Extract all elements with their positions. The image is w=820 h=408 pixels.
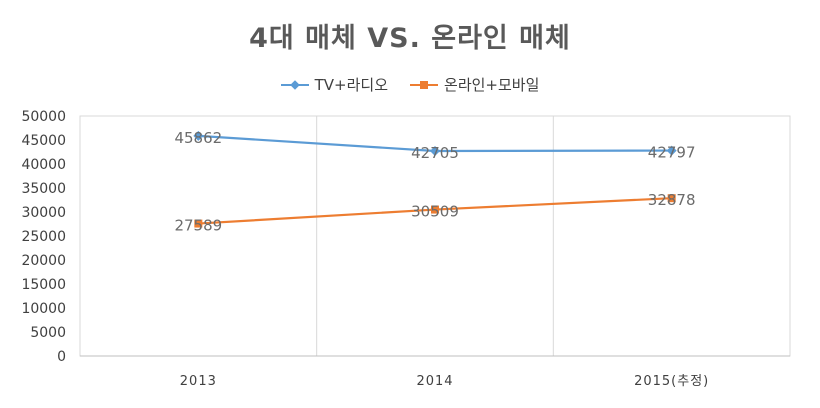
legend-swatch-square-icon: [410, 79, 439, 91]
data-label: 30509: [411, 203, 459, 221]
data-label: 42797: [648, 144, 696, 162]
data-label: 42705: [411, 144, 459, 162]
legend-label-tv-radio: TV+라디오: [314, 76, 389, 94]
data-point-square: [194, 219, 203, 228]
y-tick-label: 25000: [21, 229, 66, 245]
y-tick-label: 45000: [21, 133, 66, 149]
y-tick-label: 5000: [30, 325, 66, 341]
data-point-square: [667, 194, 676, 203]
y-tick-label: 0: [57, 349, 66, 365]
y-tick-label: 30000: [21, 205, 66, 221]
y-tick-label: 40000: [21, 157, 66, 173]
legend-label-online-mobile: 온라인+모바일: [444, 76, 540, 94]
data-point-square: [431, 205, 439, 214]
data-label: 32878: [648, 191, 696, 209]
chart-title: 4대 매체 VS. 온라인 매체: [249, 23, 571, 54]
x-tick-label: 2015(추정): [634, 374, 709, 389]
x-tick-label: 2014: [416, 374, 453, 389]
y-tick-label: 10000: [21, 301, 66, 317]
legend: TV+라디오 온라인+모바일: [0, 74, 820, 95]
x-tick-label: 2013: [180, 374, 217, 389]
y-tick-label: 50000: [21, 109, 66, 125]
data-point-diamond: [430, 146, 440, 157]
data-label: 27589: [174, 217, 222, 235]
y-tick-label: 20000: [21, 253, 66, 269]
data-label: 45862: [174, 129, 222, 147]
legend-item-tv-radio: TV+라디오: [280, 74, 389, 95]
y-tick-label: 15000: [21, 277, 66, 293]
legend-item-online-mobile: 온라인+모바일: [410, 74, 539, 95]
data-point-diamond: [666, 145, 677, 156]
data-point-diamond: [193, 130, 204, 141]
legend-swatch-diamond-icon: [280, 79, 309, 91]
y-tick-label: 35000: [21, 181, 66, 197]
